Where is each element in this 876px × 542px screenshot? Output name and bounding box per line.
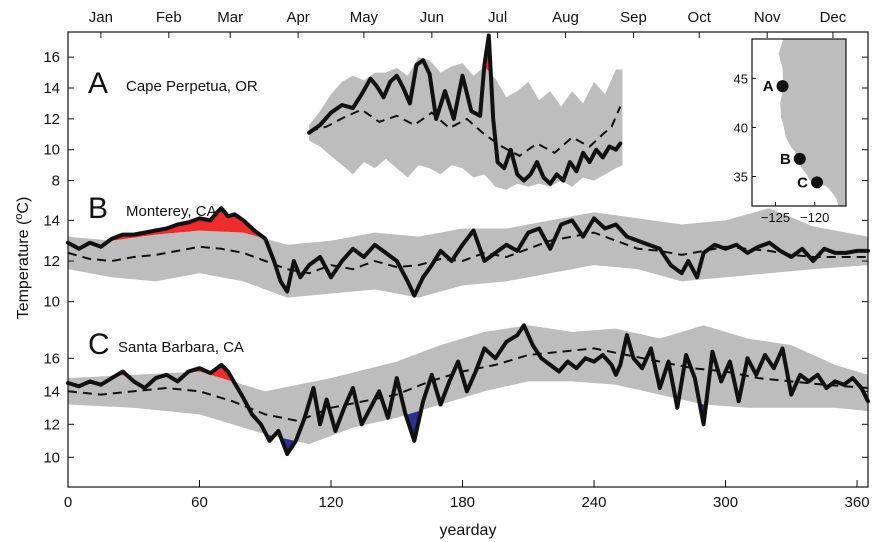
- site-marker-c: [811, 176, 824, 189]
- y-tick-label-a: 8: [52, 173, 60, 190]
- panel-title-b: Monterey, CA: [126, 203, 217, 220]
- month-label-mar: Mar: [217, 9, 243, 26]
- panel-title-c: Santa Barbara, CA: [118, 339, 244, 356]
- y-tick-label-a: 14: [43, 80, 60, 97]
- labels-layer: 8 10 12 14 16 A Cape Perpetua, OR 10 12 14 B Monter…: [13, 9, 870, 539]
- panel-title-a: Cape Perpetua, OR: [126, 78, 258, 95]
- month-label-may: May: [350, 9, 379, 26]
- y-axis-label-unit: C): [15, 197, 32, 214]
- y-axis-label-main: Temperature (: [15, 219, 32, 319]
- month-label-jun: Jun: [420, 9, 444, 26]
- month-label-oct: Oct: [688, 9, 712, 26]
- site-label-b: B: [780, 151, 791, 168]
- plot-frame: [67, 31, 869, 488]
- y-tick-label-c: 16: [43, 350, 60, 367]
- observed-layer: [66, 33, 870, 456]
- y-tick-label-b: 10: [43, 294, 60, 311]
- x-tick-label: 60: [191, 494, 208, 511]
- inset-map: 35 40 45 −125 −120 A BC: [734, 38, 847, 225]
- month-label-jan: Jan: [89, 9, 113, 26]
- month-label-jul: Jul: [488, 9, 507, 26]
- x-tick-label: 360: [845, 494, 870, 511]
- y-tick-label-a: 10: [43, 142, 60, 159]
- observed-line-b: [66, 206, 870, 298]
- y-tick-label-c: 10: [43, 449, 60, 466]
- x-tick-label: 0: [64, 494, 72, 511]
- site-marker-b: [793, 152, 806, 165]
- panel-letter-b: B: [88, 192, 108, 225]
- y-tick-label-b: 14: [43, 212, 60, 229]
- inset-y-tick-label: 35: [734, 170, 748, 185]
- y-tick-label-a: 12: [43, 111, 60, 128]
- month-label-sep: Sep: [620, 9, 647, 26]
- y-axis-label-degree: o: [13, 214, 25, 220]
- x-axis-label: yearday: [440, 522, 497, 539]
- month-label-apr: Apr: [286, 9, 309, 26]
- y-tick-label-b: 12: [43, 253, 60, 270]
- site-marker-a: [776, 80, 789, 93]
- climatology-line-a: [308, 106, 622, 158]
- site-label-a: A: [763, 78, 774, 95]
- panel-letter-a: A: [88, 67, 108, 100]
- site-label-c: C: [797, 174, 808, 191]
- month-label-feb: Feb: [156, 9, 182, 26]
- x-tick-label: 180: [450, 494, 475, 511]
- x-tick-label: 120: [318, 494, 343, 511]
- inset-x-tick-label: −125: [761, 210, 790, 225]
- y-tick-label-c: 12: [43, 416, 60, 433]
- month-label-aug: Aug: [552, 9, 579, 26]
- inset-land: [778, 39, 846, 206]
- inset-y-tick-label: 45: [734, 71, 748, 86]
- y-tick-label-c: 14: [43, 383, 60, 400]
- observed-line-c: [66, 323, 870, 456]
- inset-y-tick-label: 40: [734, 120, 748, 135]
- month-label-nov: Nov: [754, 9, 781, 26]
- axes-layer: [67, 31, 869, 488]
- y-axis-label: Temperature (oC): [13, 197, 32, 320]
- cold-anomaly-c: [281, 437, 295, 454]
- inset-frame: [751, 38, 847, 207]
- month-label-dec: Dec: [820, 9, 847, 26]
- envelope-band-b: [68, 208, 868, 298]
- panel-letter-c: C: [88, 328, 110, 361]
- inset-x-tick-label: −120: [800, 210, 829, 225]
- observed-line-a: [307, 33, 623, 186]
- y-tick-label-a: 16: [43, 49, 60, 66]
- x-tick-label: 240: [582, 494, 607, 511]
- x-tick-label: 300: [713, 494, 738, 511]
